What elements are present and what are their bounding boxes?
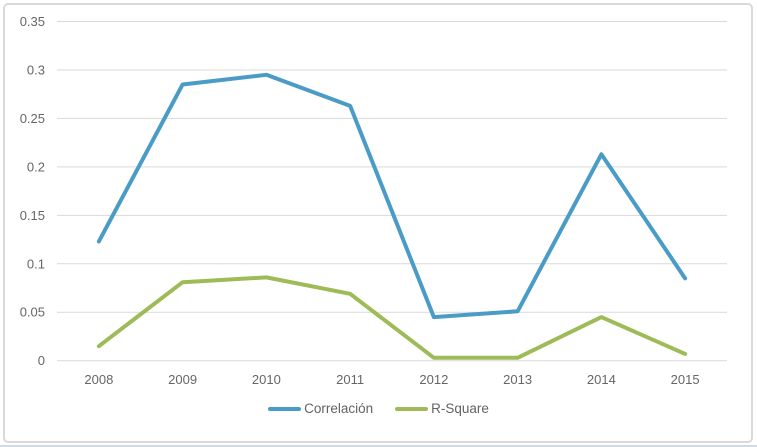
legend-label: R-Square	[431, 401, 489, 416]
x-axis-tick-label: 2015	[671, 372, 700, 387]
legend-line-swatch	[395, 406, 429, 411]
y-axis-tick-label: 0.05	[20, 305, 45, 320]
x-axis-tick-label: 2008	[84, 372, 113, 387]
bottom-edge-strip	[0, 445, 757, 447]
legend-item: R-Square	[395, 401, 489, 416]
legend-item: Correlación	[268, 401, 373, 416]
y-axis-tick-label: 0.1	[27, 256, 45, 271]
chart-legend: Correlación R-Square	[0, 401, 757, 416]
x-axis-tick-label: 2009	[168, 372, 197, 387]
x-axis-tick-label: 2011	[336, 372, 364, 387]
y-axis-tick-label: 0	[38, 353, 45, 368]
legend-line-swatch	[268, 406, 302, 411]
x-axis-tick-label: 2013	[503, 372, 532, 387]
x-axis-tick-label: 2012	[419, 372, 448, 387]
y-axis-tick-label: 0.25	[20, 111, 45, 126]
y-axis-tick-label: 0.2	[27, 159, 45, 174]
series-line-r-square	[96, 275, 688, 360]
x-axis-tick-label: 2010	[252, 372, 281, 387]
x-axis-tick-label: 2014	[587, 372, 616, 387]
y-axis-tick-label: 0.3	[27, 62, 45, 77]
legend-label: Correlación	[304, 401, 374, 416]
y-axis-tick-label: 0.35	[20, 14, 45, 29]
series-line-correlaci-n	[96, 72, 688, 320]
y-axis-tick-label: 0.15	[20, 208, 45, 223]
